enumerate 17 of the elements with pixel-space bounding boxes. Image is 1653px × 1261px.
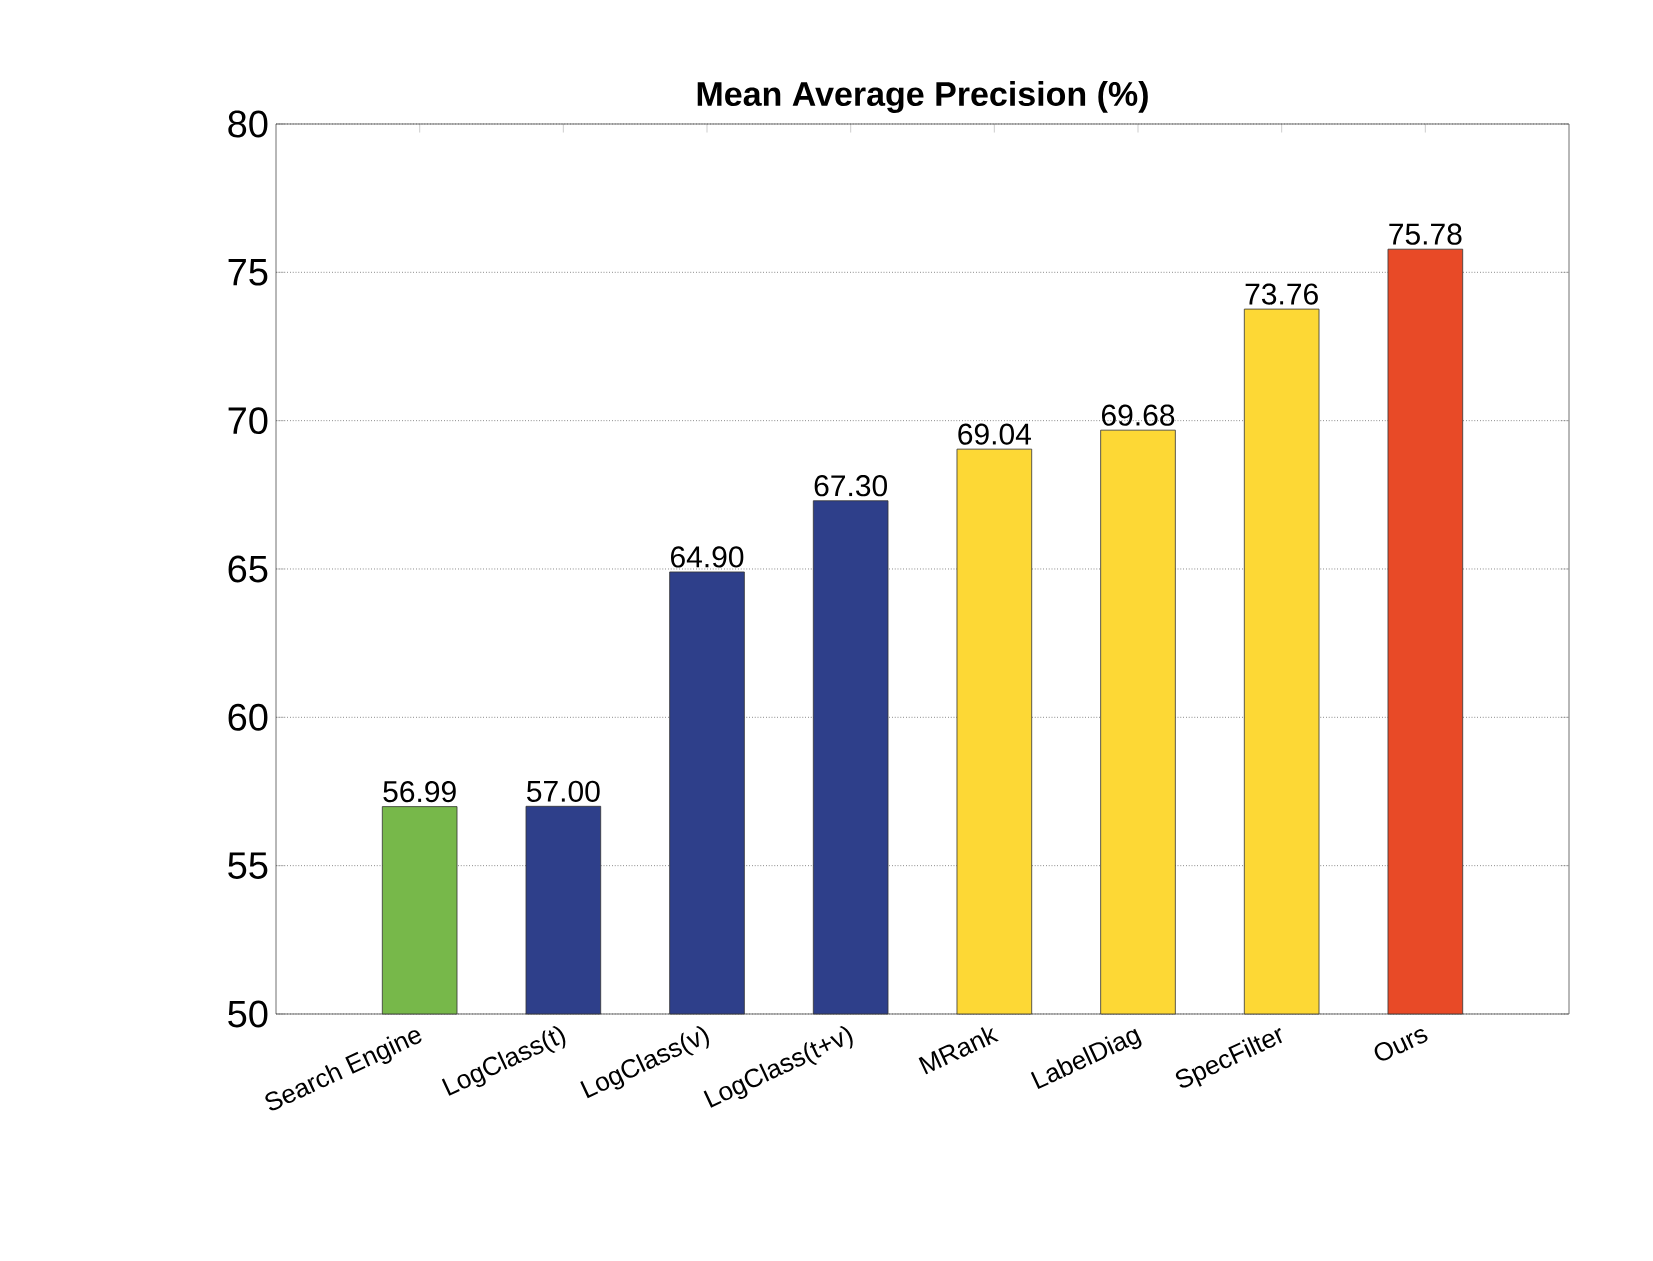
y-tick-label: 50 xyxy=(228,1000,268,1028)
data-label: 73.76 xyxy=(1245,283,1318,305)
chart-title: Mean Average Precision (%) xyxy=(697,81,1148,113)
data-label: 67.30 xyxy=(814,475,888,497)
data-label: 56.99 xyxy=(383,780,456,803)
y-tick-label: 65 xyxy=(228,555,268,583)
data-label: 64.90 xyxy=(671,546,744,568)
data-label: 69.04 xyxy=(958,423,1031,445)
y-tick-label: 60 xyxy=(228,703,268,731)
y-tick-label: 80 xyxy=(228,110,268,138)
y-tick-label: 75 xyxy=(228,259,268,286)
data-label: 57.00 xyxy=(526,780,600,802)
y-tick-label: 70 xyxy=(228,407,268,435)
data-label: 69.68 xyxy=(1102,404,1175,426)
data-label: 75.78 xyxy=(1389,223,1462,245)
x-tick-label: Ours xyxy=(1374,1029,1428,1061)
y-tick-label: 55 xyxy=(228,852,268,879)
